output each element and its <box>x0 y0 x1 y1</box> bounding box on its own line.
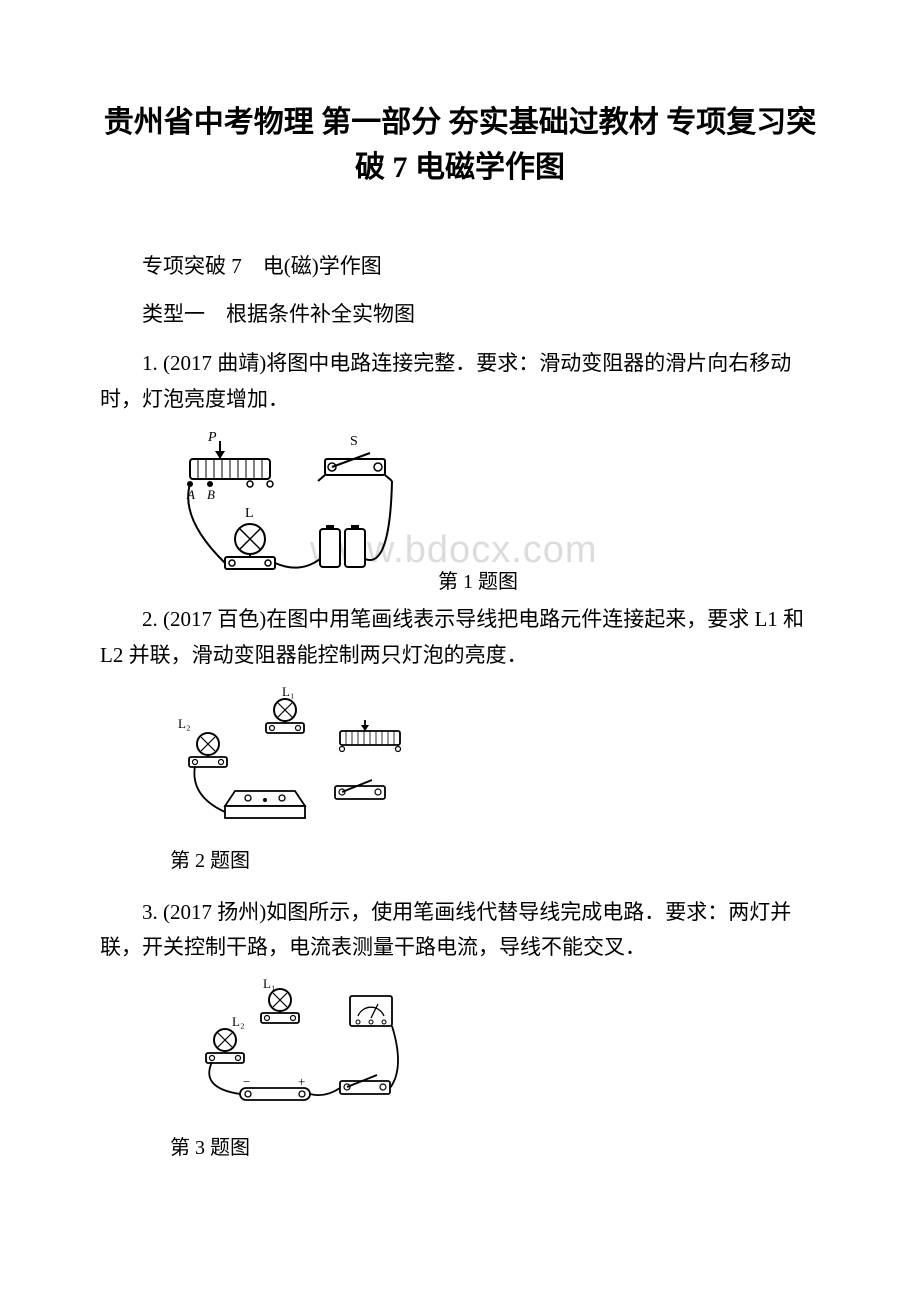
subtitle: 专项突破 7 电(磁)学作图 <box>100 250 820 280</box>
label-L: L <box>245 506 254 521</box>
figure-1: www.bdocx.com P <box>170 429 820 594</box>
figure-2-caption: 第 2 题图 <box>170 844 820 873</box>
circuit-diagram-3: L₁ L₂ <box>170 978 420 1118</box>
power-supply <box>225 791 305 818</box>
section-label: 类型一 根据条件补全实物图 <box>100 298 820 328</box>
switch-fig3 <box>340 1075 390 1094</box>
question-3-text: 3. (2017 扬州)如图所示，使用笔画线代替导线完成电路．要求：两灯并联，开… <box>100 895 820 966</box>
switch-2 <box>335 780 385 799</box>
lamp: L <box>225 506 275 569</box>
lamp-L2: L₂ <box>178 716 227 767</box>
battery <box>320 525 365 567</box>
label-B: B <box>207 487 215 502</box>
figure-1-caption: 第 1 题图 <box>438 565 518 594</box>
figure-3-caption: 第 3 题图 <box>170 1131 820 1160</box>
label-L1: L₁ <box>282 686 294 699</box>
switch: S <box>318 434 392 481</box>
ammeter <box>350 996 392 1026</box>
label-plus: + <box>298 1074 305 1089</box>
label-L1-fig3: L₁ <box>263 978 275 991</box>
question-1-text: 1. (2017 曲靖)将图中电路连接完整．要求：滑动变阻器的滑片向右移动时，灯… <box>100 346 820 417</box>
lamp-L2-fig3: L₂ <box>206 1014 244 1063</box>
figure-2: L₁ L₂ <box>170 686 820 836</box>
label-L2-fig3: L₂ <box>232 1014 244 1029</box>
label-P: P <box>207 430 217 445</box>
lamp-L1: L₁ <box>266 686 304 733</box>
lamp-L1-fig3: L₁ <box>261 978 299 1023</box>
battery-fig3: − + <box>240 1074 310 1100</box>
question-2-text: 2. (2017 百色)在图中用笔画线表示导线把电路元件连接起来，要求 L1 和… <box>100 602 820 673</box>
page-title: 贵州省中考物理 第一部分 夯实基础过教材 专项复习突破 7 电磁学作图 <box>100 100 820 190</box>
label-S: S <box>350 434 358 449</box>
label-minus: − <box>243 1074 250 1089</box>
rheostat: P A B <box>186 430 273 502</box>
circuit-diagram-2: L₁ L₂ <box>170 686 420 831</box>
label-L2: L₂ <box>178 716 190 731</box>
figure-3: L₁ L₂ <box>170 978 820 1123</box>
rheostat-2 <box>340 720 401 752</box>
circuit-diagram-1: P A B S L <box>170 429 430 589</box>
